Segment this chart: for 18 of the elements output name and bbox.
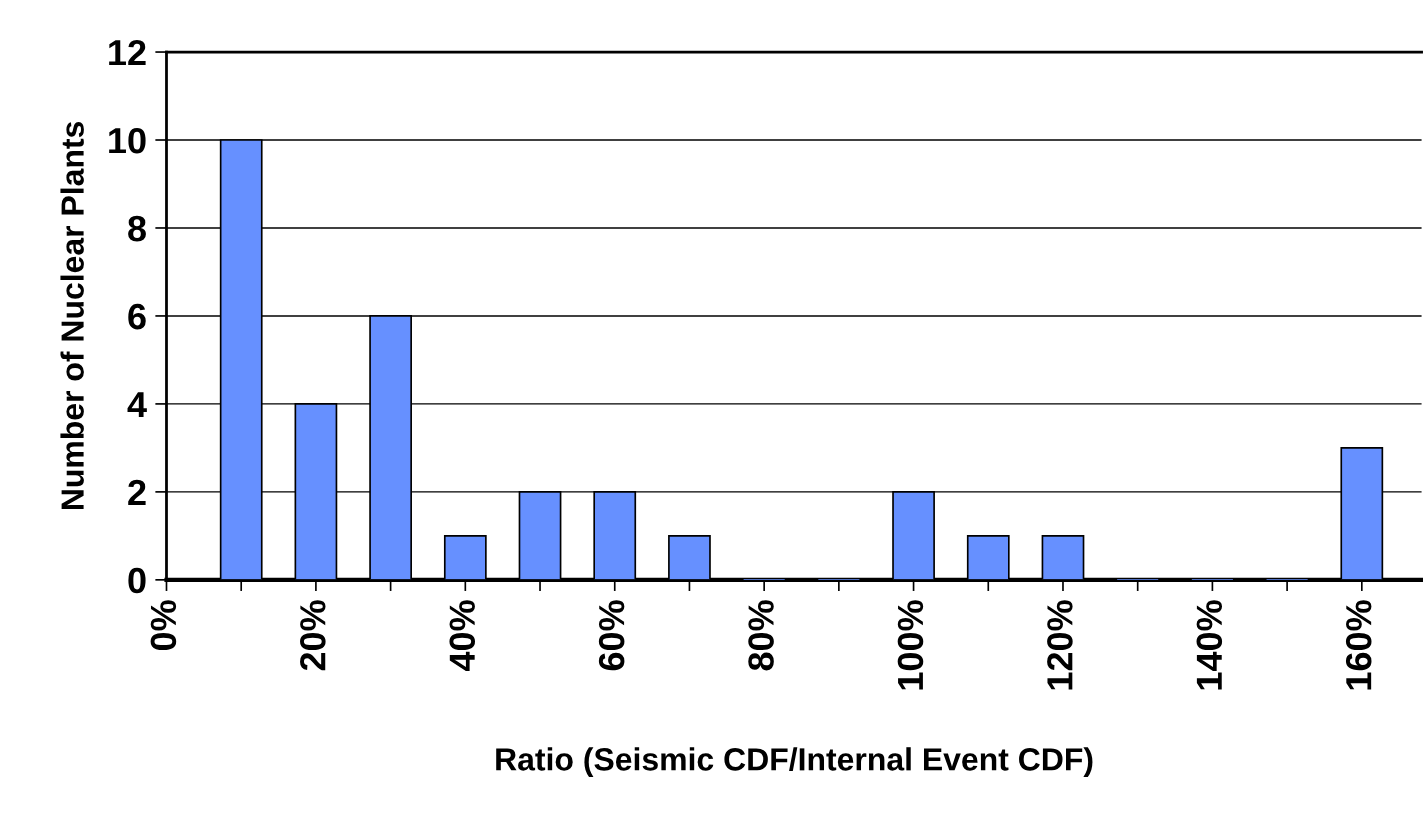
- y-tick-label: 12: [109, 39, 146, 66]
- y-tick-label: 2: [128, 479, 146, 505]
- y-tick-label: 4: [127, 392, 147, 417]
- x-tick-label: 100%: [897, 600, 924, 690]
- x-tick-label: 120%: [1047, 600, 1073, 690]
- x-tick-label: 0%: [150, 600, 177, 651]
- x-axis-title: Ratio (Seismic CDF/Internal Event CDF): [496, 747, 1093, 777]
- y-tick-label: 0: [128, 567, 146, 594]
- x-tick-label: 40%: [449, 600, 476, 672]
- y-tick-label: 10: [109, 127, 146, 154]
- x-tick-label: 20%: [300, 600, 326, 671]
- y-axis-title: Number of Nuclear Plants: [60, 121, 84, 510]
- x-tick-label: 80%: [748, 600, 774, 671]
- y-tick-label: 6: [128, 303, 146, 330]
- x-tick-label: 60%: [598, 600, 625, 671]
- x-tick-label: 140%: [1196, 600, 1223, 690]
- x-tick-label: 160%: [1345, 600, 1372, 690]
- y-tick-label: 8: [128, 215, 146, 242]
